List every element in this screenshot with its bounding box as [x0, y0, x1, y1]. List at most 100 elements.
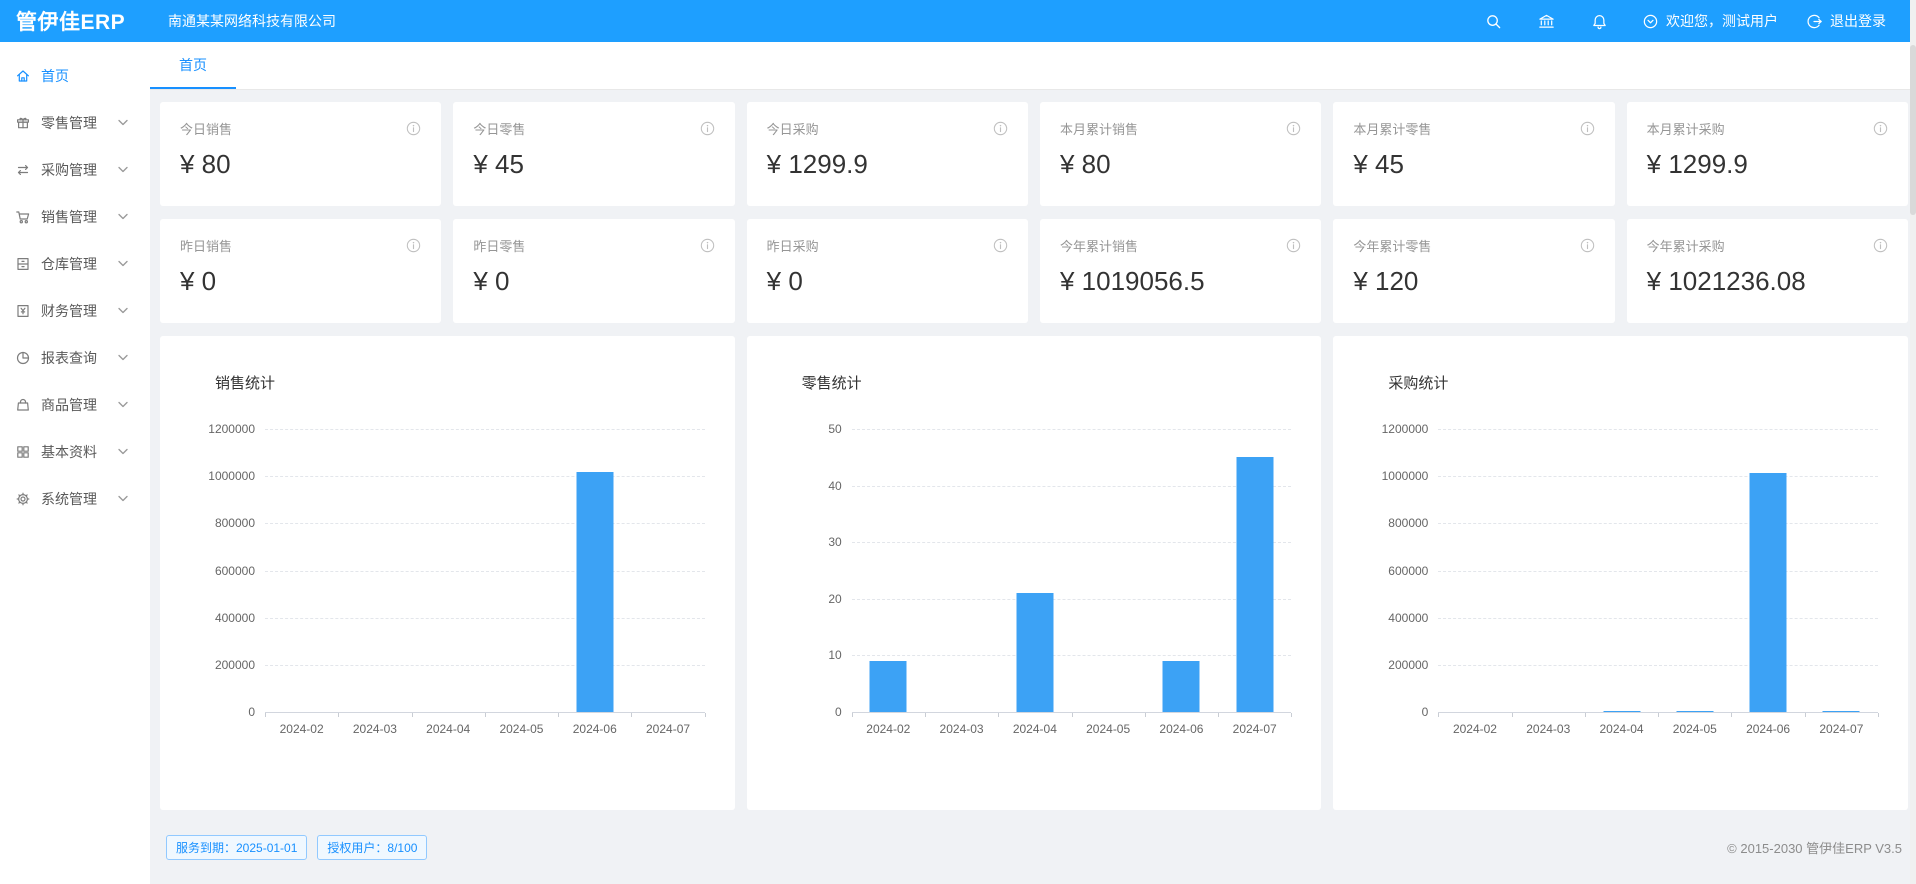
info-icon[interactable] — [993, 238, 1008, 253]
sidebar-item-label: 基本资料 — [41, 443, 97, 460]
stat-card-year-sales: 今年累计销售 ¥ 1019056.5 — [1039, 219, 1322, 323]
x-axis-tick: 2024-04 — [1599, 722, 1644, 736]
sidebar-item-label: 销售管理 — [41, 208, 97, 225]
sidebar-item-label: 首页 — [41, 67, 69, 84]
x-axis-tick: 2024-03 — [1526, 722, 1571, 736]
stat-card-year-purchase: 今年累计采购 ¥ 1021236.08 — [1626, 219, 1908, 323]
info-icon[interactable] — [1286, 238, 1301, 253]
stat-card-label: 今年累计销售 — [1059, 239, 1138, 254]
chart-title: 销售统计 — [215, 375, 276, 392]
stat-card-value: ¥ 0 — [180, 266, 217, 296]
sidebar-item-purchase[interactable]: 采购管理 — [0, 146, 150, 193]
sidebar-item-finance[interactable]: 财务管理 — [0, 287, 150, 334]
sidebar-item-system[interactable]: 系统管理 — [0, 475, 150, 522]
info-icon[interactable] — [406, 121, 421, 136]
stat-card-value: ¥ 0 — [766, 266, 803, 296]
logout-button[interactable]: 退出登录 — [1806, 11, 1886, 31]
x-axis-tick: 2024-06 — [572, 722, 617, 736]
chevron-down-icon — [118, 448, 128, 455]
swap-icon — [15, 162, 31, 178]
sidebar-item-retail[interactable]: 零售管理 — [0, 99, 150, 146]
chart-plot: 0 200000 400000 600000 800000 1000000 1200000 2… — [1382, 422, 1880, 736]
sidebar-item-basic[interactable]: 基本资料 — [0, 428, 150, 475]
info-icon[interactable] — [406, 238, 421, 253]
scrollbar[interactable] — [1910, 0, 1916, 884]
y-axis-tick: 400000 — [214, 610, 255, 625]
stat-card-label: 昨日零售 — [473, 239, 526, 254]
stat-card-yesterday-retail: 昨日零售 ¥ 0 — [453, 219, 735, 323]
stat-card-value: ¥ 120 — [1353, 266, 1419, 296]
stat-card-label: 今年累计零售 — [1353, 239, 1432, 254]
info-icon[interactable] — [1873, 238, 1888, 253]
stat-card-value: ¥ 45 — [1353, 149, 1404, 179]
bell-icon[interactable] — [1591, 13, 1608, 30]
scrollbar-thumb[interactable] — [1910, 45, 1916, 215]
chevron-down-icon — [118, 354, 128, 361]
chevron-down-icon — [118, 166, 128, 173]
x-axis-tick: 2024-06 — [1746, 722, 1791, 736]
stat-card-value: ¥ 0 — [473, 266, 510, 296]
app-logo[interactable]: 管伊佳ERP — [16, 11, 126, 34]
info-icon[interactable] — [1580, 121, 1595, 136]
search-icon[interactable] — [1485, 13, 1502, 30]
y-axis-tick: 1200000 — [1381, 422, 1429, 436]
y-axis-tick: 1000000 — [1381, 469, 1429, 484]
sidebar-item-home[interactable]: 首页 — [0, 52, 150, 99]
sidebar-item-label: 系统管理 — [41, 490, 97, 507]
stat-card-label: 本月累计采购 — [1646, 122, 1725, 137]
sidebar-item-warehouse[interactable]: 仓库管理 — [0, 240, 150, 287]
info-icon[interactable] — [1580, 238, 1595, 253]
x-axis-tick: 2024-04 — [1012, 722, 1057, 736]
cart-icon — [15, 209, 31, 225]
stat-card-value: ¥ 45 — [473, 149, 524, 179]
stat-card-value: ¥ 80 — [1059, 149, 1111, 179]
company-name: 南通某某网络科技有限公司 — [168, 13, 336, 29]
x-axis-tick: 2024-07 — [1819, 722, 1864, 736]
sidebar-item-goods[interactable]: 商品管理 — [0, 381, 150, 428]
sidebar-item-sales[interactable]: 销售管理 — [0, 193, 150, 240]
y-axis-tick: 1000000 — [208, 469, 255, 484]
x-axis-tick: 2024-03 — [939, 722, 984, 736]
stat-card-label: 昨日销售 — [180, 239, 233, 254]
licensed-users-badge[interactable]: 授权用户：8/100 — [317, 834, 428, 860]
sidebar-item-label: 仓库管理 — [41, 255, 97, 272]
bank-icon[interactable] — [1538, 13, 1555, 30]
chart-title: 零售统计 — [801, 375, 862, 392]
sidebar: 首页零售管理采购管理销售管理仓库管理财务管理报表查询商品管理基本资料系统管理 — [0, 42, 150, 884]
info-icon[interactable] — [700, 121, 715, 136]
y-axis-tick: 40 — [828, 478, 842, 493]
info-icon[interactable] — [993, 121, 1008, 136]
info-icon[interactable] — [700, 238, 715, 253]
tab-home[interactable]: 首页 — [150, 42, 236, 89]
stat-cards-row-1: 今日销售 ¥ 80 今日零售 ¥ 45 今日采购 ¥ 1299.9 本月累计销售 ¥ 80 本月… — [160, 102, 1908, 206]
sidebar-item-label: 采购管理 — [41, 161, 97, 178]
y-axis-tick: 600000 — [214, 563, 255, 578]
footer: 服务到期：2025-01-01 授权用户：8/100 © 2015-2030 管… — [160, 810, 1908, 884]
info-icon[interactable] — [1286, 121, 1301, 136]
x-axis-tick: 2024-02 — [279, 722, 324, 736]
sidebar-item-reports[interactable]: 报表查询 — [0, 334, 150, 381]
gift-icon — [15, 115, 31, 131]
user-menu[interactable]: 欢迎您，测试用户 — [1642, 11, 1778, 31]
y-axis-tick: 50 — [828, 422, 842, 436]
y-axis-tick: 600000 — [1388, 563, 1429, 578]
chart-plot: 0 200000 400000 600000 800000 1000000 1200000 2… — [208, 422, 706, 736]
header-actions: 欢迎您，测试用户 退出登录 — [1449, 11, 1916, 31]
app-header: 管伊佳ERP 南通某某网络科技有限公司 欢迎您，测试用户 — [0, 0, 1916, 42]
sidebar-item-label: 零售管理 — [41, 114, 97, 131]
appstore-icon — [15, 444, 31, 460]
sidebar-item-label: 报表查询 — [41, 349, 97, 366]
y-axis-tick: 800000 — [1388, 516, 1429, 531]
home-icon — [15, 68, 31, 84]
info-icon[interactable] — [1873, 121, 1888, 136]
welcome-text: 欢迎您，测试用户 — [1666, 13, 1778, 29]
y-axis-tick: 20 — [828, 591, 842, 606]
tab-label: 首页 — [179, 56, 207, 73]
stat-card-label: 昨日采购 — [766, 239, 819, 254]
stat-card-label: 今日销售 — [180, 122, 233, 137]
user-circle-icon — [1642, 13, 1659, 30]
service-expiry-badge[interactable]: 服务到期：2025-01-01 — [166, 834, 308, 860]
chevron-down-icon — [118, 260, 128, 267]
bar-2024-07 — [1236, 457, 1274, 712]
y-axis-tick: 1200000 — [208, 422, 255, 436]
